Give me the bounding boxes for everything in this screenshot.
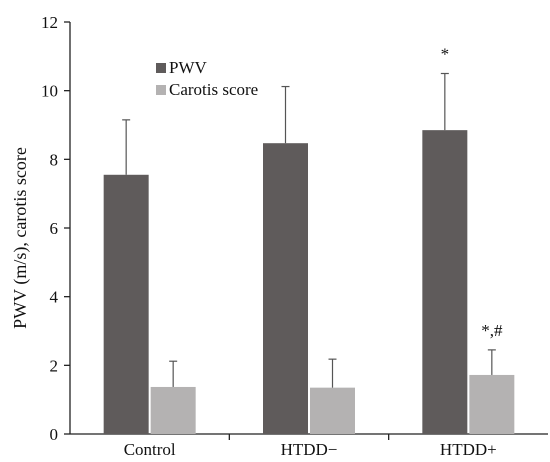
error-bars — [122, 72, 496, 388]
significance-marker: *,# — [481, 321, 503, 340]
axes: 0 2 4 6 8 10 12 Control HTDD− HTDD+ — [41, 13, 548, 459]
y-tick-label: 6 — [50, 219, 59, 238]
bar-carotis-score — [310, 387, 355, 434]
bar-pwv — [103, 174, 149, 435]
y-tick-label: 12 — [41, 13, 58, 32]
y-tick-label: 8 — [50, 150, 59, 169]
bar-pwv — [422, 130, 468, 434]
bar-carotis-score — [150, 386, 196, 434]
significance-marker: * — [441, 45, 450, 64]
x-tick-label: HTDD+ — [440, 440, 497, 459]
x-tick-label: Control — [124, 440, 176, 459]
bar-carotis-score — [469, 374, 515, 434]
bars — [103, 130, 515, 435]
legend-label: Carotis score — [169, 80, 258, 99]
y-tick-label: 10 — [41, 82, 58, 101]
x-tick-label: HTDD− — [281, 440, 338, 459]
y-tick-label: 4 — [50, 288, 59, 307]
legend-swatch — [156, 63, 166, 73]
legend: PWV Carotis score — [156, 58, 258, 99]
bar-pwv — [263, 143, 308, 435]
legend-swatch — [156, 85, 166, 95]
annotations: * *,# — [441, 45, 503, 340]
legend-label: PWV — [169, 58, 208, 77]
y-tick-label: 0 — [50, 425, 59, 444]
y-tick-label: 2 — [50, 356, 59, 375]
y-axis-title: PWV (m/s), carotis score — [10, 147, 31, 329]
